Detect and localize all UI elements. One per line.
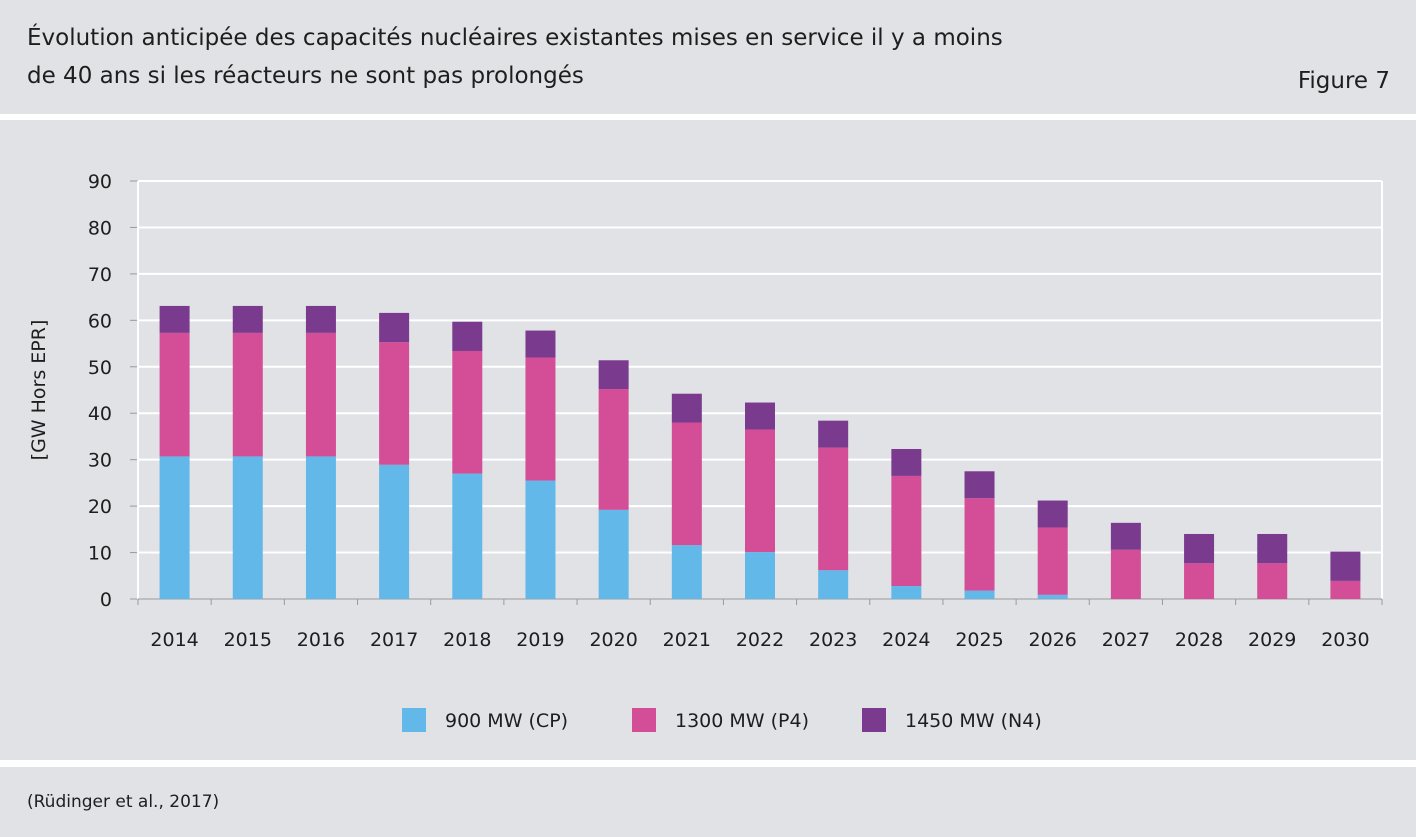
legend-label-2: 1300 MW (P4) bbox=[675, 710, 809, 732]
bar-segment-1 bbox=[452, 473, 483, 599]
bar-segment-3 bbox=[598, 360, 629, 390]
x-tick-label: 2019 bbox=[516, 629, 564, 651]
y-tick-label: 80 bbox=[88, 217, 112, 239]
bar-segment-3 bbox=[964, 471, 995, 499]
bar-segment-3 bbox=[671, 393, 702, 423]
bar-segment-2 bbox=[452, 350, 483, 474]
x-tick-label: 2029 bbox=[1248, 629, 1296, 651]
x-tick-label: 2016 bbox=[297, 629, 345, 651]
footer-band: (Rüdinger et al., 2017) bbox=[0, 767, 1416, 837]
bar-segment-2 bbox=[525, 357, 556, 481]
y-tick-label: 10 bbox=[88, 543, 112, 565]
x-tick-label: 2015 bbox=[224, 629, 272, 651]
bar-segment-2 bbox=[671, 422, 702, 546]
bar-segment-2 bbox=[159, 332, 190, 457]
y-tick-label: 40 bbox=[88, 403, 112, 425]
bar-segment-1 bbox=[891, 585, 922, 599]
bar-segment-2 bbox=[232, 332, 263, 457]
y-tick-label: 30 bbox=[88, 450, 112, 472]
bar-segment-3 bbox=[452, 321, 483, 351]
bar-segment-3 bbox=[305, 305, 336, 333]
y-tick-label: 70 bbox=[88, 264, 112, 286]
bar-segment-2 bbox=[598, 389, 629, 510]
bar-segment-1 bbox=[232, 456, 263, 599]
x-tick-label: 2020 bbox=[589, 629, 637, 651]
bar-segment-3 bbox=[1330, 551, 1361, 581]
y-tick-label: 0 bbox=[100, 589, 112, 611]
bar-segment-3 bbox=[159, 305, 190, 333]
x-tick-label: 2024 bbox=[882, 629, 930, 651]
x-tick-label: 2017 bbox=[370, 629, 418, 651]
bar-segment-2 bbox=[1257, 563, 1288, 599]
x-tick-label: 2018 bbox=[443, 629, 491, 651]
bar-segment-3 bbox=[1184, 533, 1215, 564]
x-tick-label: 2021 bbox=[663, 629, 711, 651]
bar-segment-1 bbox=[379, 464, 410, 599]
legend-swatch-2 bbox=[632, 708, 656, 732]
figure-label: Figure 7 bbox=[1297, 68, 1390, 94]
chart-area: 0 10 20 30 40 50 60 70 80 90 [GW Hors EPR] 2014 2015… bbox=[0, 120, 1416, 760]
x-tick-label: 2014 bbox=[150, 629, 198, 651]
bar-segment-3 bbox=[1257, 533, 1288, 564]
bar-segment-1 bbox=[818, 570, 849, 599]
chart-title-line-1: Évolution anticipée des capacités nucléa… bbox=[27, 25, 1003, 51]
bar-segment-1 bbox=[598, 509, 629, 599]
source-citation: (Rüdinger et al., 2017) bbox=[27, 792, 220, 812]
bar-segment-2 bbox=[891, 475, 922, 586]
bar-segment-3 bbox=[745, 402, 775, 430]
bar-segment-2 bbox=[1037, 527, 1068, 595]
bar-segment-1 bbox=[305, 456, 336, 599]
bar-segment-3 bbox=[818, 420, 849, 448]
x-tick-label: 2030 bbox=[1321, 629, 1369, 651]
y-tick-label: 50 bbox=[88, 357, 112, 379]
bar-segment-3 bbox=[1110, 522, 1141, 550]
y-tick-label: 20 bbox=[88, 496, 112, 518]
bar-segment-1 bbox=[671, 545, 702, 599]
y-tick-label: 60 bbox=[88, 310, 112, 332]
legend-swatch-1 bbox=[402, 708, 426, 732]
bar-segment-1 bbox=[964, 590, 995, 599]
legend-label-1: 900 MW (CP) bbox=[445, 710, 568, 732]
bar-segment-1 bbox=[159, 456, 190, 599]
bar-segment-2 bbox=[745, 429, 775, 553]
header-band: Évolution anticipée des capacités nucléa… bbox=[0, 0, 1416, 114]
bar-segment-2 bbox=[964, 498, 995, 591]
x-tick-label: 2026 bbox=[1029, 629, 1077, 651]
bar-segment-1 bbox=[1037, 594, 1068, 599]
bar-segment-2 bbox=[379, 342, 410, 465]
x-tick-label: 2025 bbox=[955, 629, 1003, 651]
x-tick-label: 2023 bbox=[809, 629, 857, 651]
bar-segment-3 bbox=[232, 305, 263, 333]
bar-segment-3 bbox=[379, 312, 410, 343]
legend-label-3: 1450 MW (N4) bbox=[905, 710, 1042, 732]
bar-segment-3 bbox=[1037, 500, 1068, 528]
y-tick-label: 90 bbox=[88, 171, 112, 193]
bar-segment-1 bbox=[525, 480, 556, 599]
bar-segment-2 bbox=[1110, 549, 1141, 599]
bar-segment-3 bbox=[891, 448, 922, 476]
bar-segment-2 bbox=[305, 332, 336, 457]
chart-title-line-2: de 40 ans si les réacteurs ne sont pas p… bbox=[27, 63, 584, 89]
bar-segment-2 bbox=[1330, 580, 1361, 599]
x-tick-label: 2027 bbox=[1102, 629, 1150, 651]
y-axis-title: [GW Hors EPR] bbox=[28, 320, 50, 461]
bar-segment-2 bbox=[818, 447, 849, 571]
x-tick-label: 2028 bbox=[1175, 629, 1223, 651]
x-tick-label: 2022 bbox=[736, 629, 784, 651]
bar-segment-3 bbox=[525, 330, 556, 358]
bar-segment-1 bbox=[745, 552, 775, 599]
bar-segment-2 bbox=[1184, 563, 1215, 599]
legend-swatch-3 bbox=[862, 708, 886, 732]
